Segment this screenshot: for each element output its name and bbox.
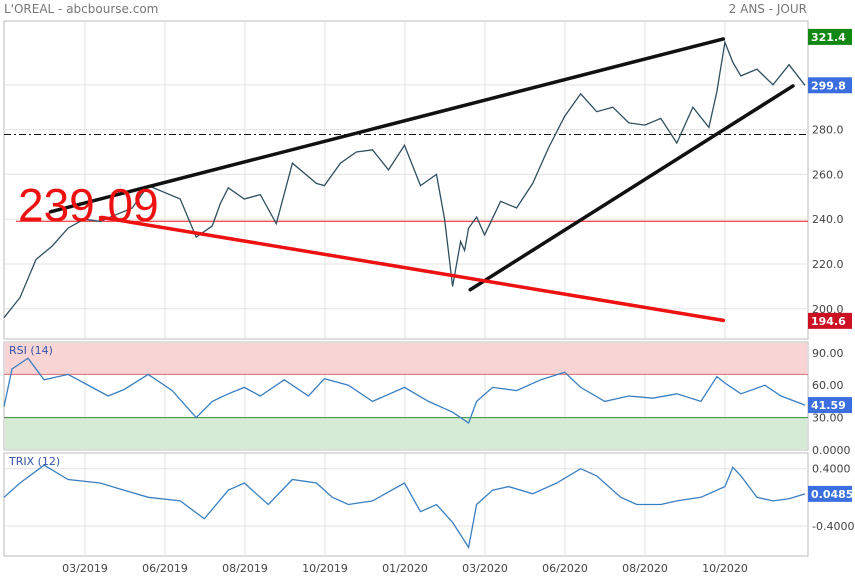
period-label: 2 ANS - JOUR	[728, 2, 807, 16]
panel-frame	[3, 452, 809, 557]
rsi-oversold-zone	[5, 417, 807, 449]
rsi-panel: 90.00 60.00 30.00 0.0000 RSI (14) 41.59	[3, 341, 852, 457]
y-tick-label: 280.0	[812, 124, 844, 137]
x-tick-label: 03/2020	[462, 562, 508, 575]
rsi-series-line	[3, 357, 806, 425]
low-price-badge-bg	[808, 312, 852, 329]
current-price-badge: 299.8	[811, 79, 846, 92]
panel-frame	[3, 20, 809, 340]
low-price-badge: 194.6	[811, 315, 846, 328]
x-tick-label: 08/2019	[222, 562, 268, 575]
y-tick-label: 260.0	[812, 168, 844, 181]
upper-trendline	[48, 37, 726, 214]
rsi-y-tick-label: 30.00	[812, 412, 844, 425]
rsi-title: RSI (14)	[9, 344, 53, 357]
trix-y-tick-label: -0.4000	[812, 520, 854, 533]
high-price-badge-bg	[808, 28, 852, 45]
lower-trendline	[468, 84, 795, 292]
y-tick-label: 220.0	[812, 258, 844, 271]
x-tick-label: 08/2020	[622, 562, 668, 575]
x-tick-label: 03/2019	[62, 562, 108, 575]
price-series-line	[3, 39, 806, 319]
rsi-current-badge-bg	[808, 397, 852, 414]
rsi-y-tick-label: 90.00	[812, 347, 844, 360]
current-price-badge-bg	[808, 77, 852, 94]
x-tick-label: 06/2020	[542, 562, 588, 575]
rsi-y-tick-label: 0.0000	[812, 444, 851, 457]
x-tick-label: 10/2020	[702, 562, 748, 575]
x-tick-label: 01/2020	[382, 562, 428, 575]
trix-panel: 0.4000 -0.4000 TRIX (12) 0.0485	[3, 452, 854, 557]
rsi-current-badge: 41.59	[811, 399, 846, 412]
x-tick-label: 10/2019	[302, 562, 348, 575]
x-axis: 03/2019 06/2019 08/2019 10/2019 01/2020 03/20…	[62, 562, 748, 575]
y-tick-label: 200.0	[812, 303, 844, 316]
price-annotation: 239.09	[18, 179, 159, 231]
trix-current-badge-bg	[808, 485, 852, 502]
trix-current-badge: 0.0485	[811, 488, 853, 501]
rsi-overbought-zone	[5, 343, 807, 375]
x-tick-label: 06/2019	[142, 562, 188, 575]
price-panel: 200.0220.0240.0260.0280.0300.0239.09321.…	[3, 20, 852, 340]
trix-series-line	[3, 464, 806, 550]
y-tick-label: 240.0	[812, 213, 844, 226]
trix-title: TRIX (12)	[8, 455, 60, 468]
rsi-y-tick-label: 60.00	[812, 379, 844, 392]
red-trendline	[99, 215, 726, 323]
high-price-badge: 321.4	[811, 31, 846, 44]
chart-title: L'OREAL - abcbourse.com	[4, 2, 159, 16]
trix-y-tick-label: 0.4000	[812, 463, 851, 476]
